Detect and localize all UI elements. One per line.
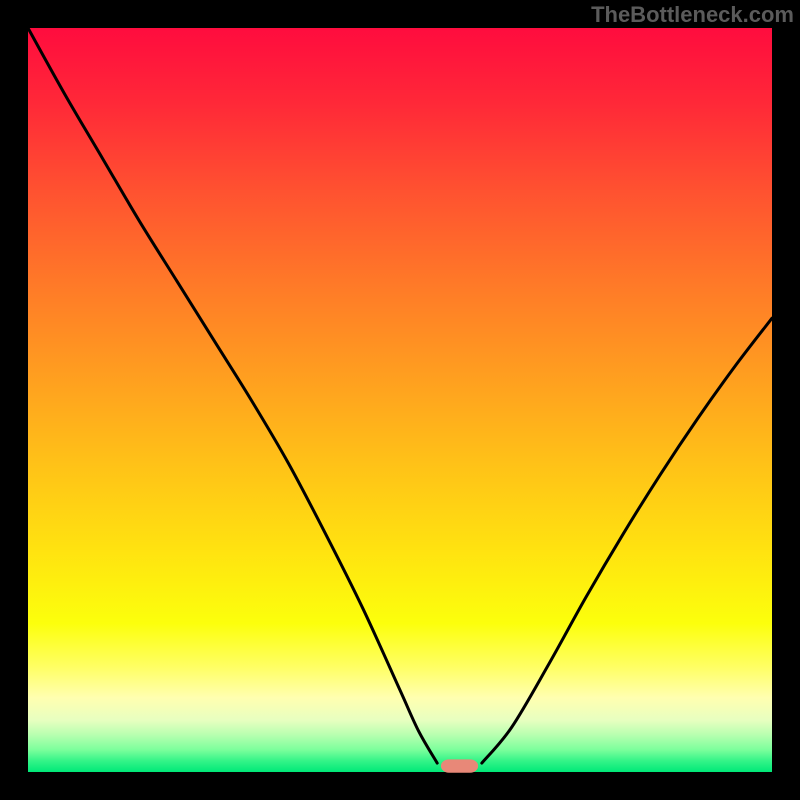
chart-stage: TheBottleneck.com <box>0 0 800 800</box>
plot-gradient-background <box>28 28 772 772</box>
optimal-range-marker <box>441 759 478 772</box>
attribution-label: TheBottleneck.com <box>591 2 794 28</box>
chart-svg <box>0 0 800 800</box>
